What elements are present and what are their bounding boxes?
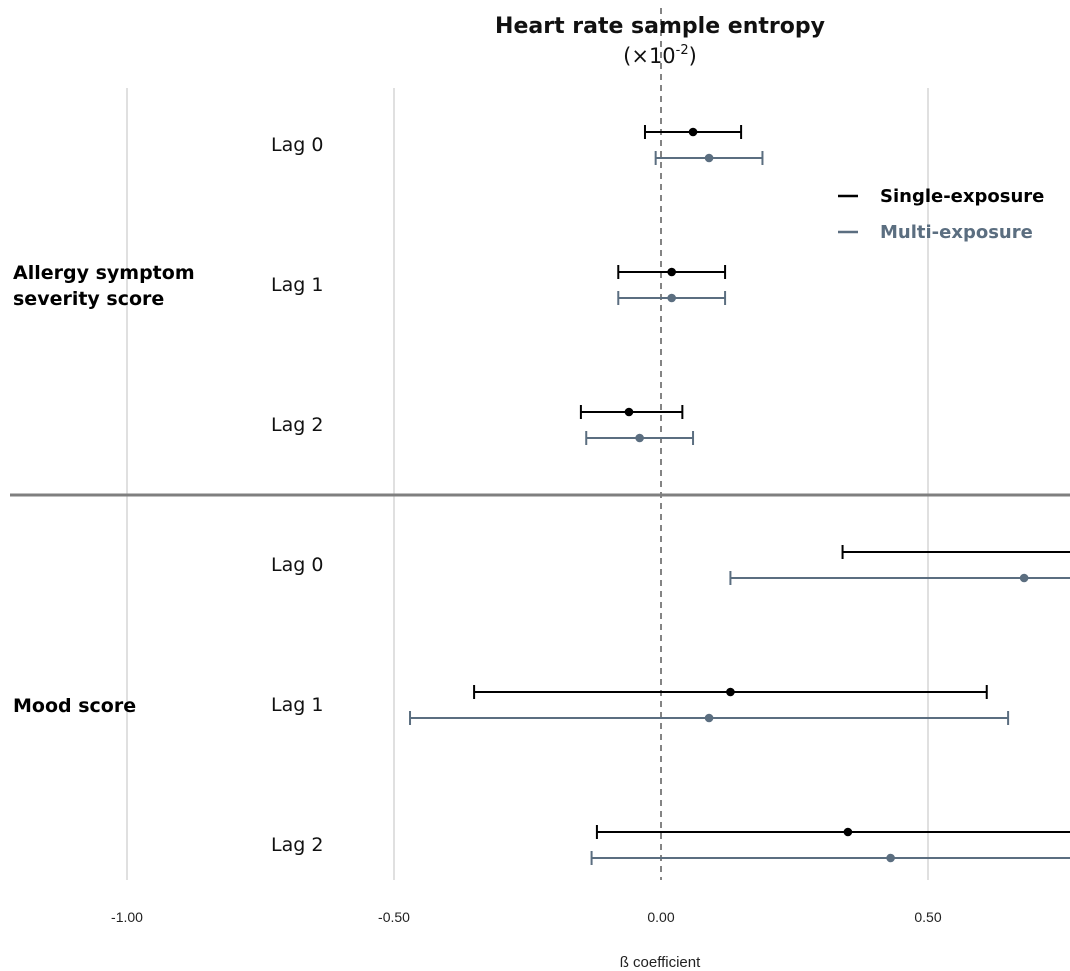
group-label-line: severity score	[13, 288, 164, 310]
estimate-single-exposure	[473, 685, 988, 699]
estimate-single-exposure	[595, 825, 1070, 839]
lag-label: Lag 1	[271, 274, 323, 296]
point-estimate	[1019, 573, 1029, 583]
point-estimate	[704, 153, 714, 163]
point-estimate	[688, 127, 698, 137]
point-estimate	[667, 293, 676, 303]
legend-label: Multi-exposure	[880, 222, 1033, 243]
lag-label: Lag 0	[271, 134, 323, 156]
x-tick-label: 0.00	[647, 909, 674, 925]
x-tick-label: -0.50	[378, 909, 410, 925]
point-estimate	[635, 433, 644, 443]
legend: Single-exposure Multi-exposure	[838, 186, 1044, 243]
point-estimate	[704, 713, 714, 723]
lag-label: Lag 2	[271, 414, 323, 436]
estimate-multi-exposure	[654, 151, 764, 165]
x-tick-label: 0.50	[914, 909, 941, 925]
x-axis-label: ß coefficient	[620, 954, 701, 971]
point-estimate	[886, 853, 895, 863]
point-estimate	[624, 407, 634, 417]
estimate-multi-exposure	[585, 431, 695, 445]
point-estimate	[667, 267, 676, 277]
estimate-single-exposure	[841, 545, 1070, 559]
estimate-multi-exposure	[409, 711, 1010, 725]
lag-label: Lag 1	[271, 694, 323, 716]
group-label: Allergy symptom severity score	[13, 262, 195, 310]
row-labels: Lag 0 Lag 1 Lag 2 Allergy symptom severity s…	[13, 134, 323, 856]
estimate-multi-exposure	[729, 571, 1070, 585]
legend-item-multi-exposure: Multi-exposure	[838, 222, 1033, 243]
chart-title: Heart rate sample entropy	[495, 14, 825, 39]
group-label-line: Mood score	[13, 695, 136, 717]
point-estimate	[726, 687, 735, 697]
subtitle-exponent: -2	[676, 43, 689, 58]
x-tick-label: -1.00	[111, 909, 143, 925]
estimate-single-exposure	[643, 125, 743, 139]
chart-subtitle: (×10-2)	[623, 43, 697, 68]
estimate-single-exposure	[617, 265, 727, 279]
lag-label: Lag 0	[271, 554, 323, 576]
group-label-line: Allergy symptom	[13, 262, 195, 284]
legend-item-single-exposure: Single-exposure	[838, 186, 1044, 207]
point-estimate	[843, 827, 853, 837]
subtitle-suffix: )	[689, 44, 697, 68]
grid-lines	[126, 88, 929, 880]
estimate-multi-exposure	[617, 291, 727, 305]
legend-label: Single-exposure	[880, 186, 1044, 207]
estimate-multi-exposure	[590, 851, 1070, 865]
x-tick-labels: -1.00-0.500.000.501.00	[111, 909, 942, 925]
group-label: Mood score	[13, 695, 136, 717]
estimate-single-exposure	[579, 405, 684, 419]
estimate-marks	[409, 125, 1070, 865]
subtitle-prefix: (×10	[623, 44, 676, 68]
lag-label: Lag 2	[271, 834, 323, 856]
